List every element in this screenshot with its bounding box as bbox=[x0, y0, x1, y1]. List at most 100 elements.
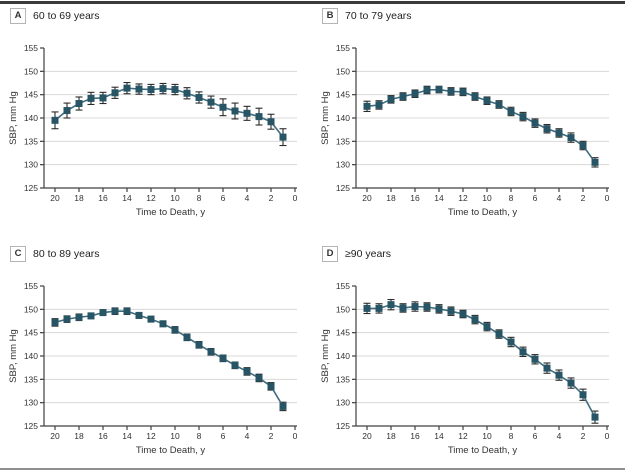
svg-text:6: 6 bbox=[221, 193, 226, 203]
panel-c-letter-badge: C bbox=[10, 246, 26, 262]
svg-text:135: 135 bbox=[336, 136, 350, 146]
svg-text:2: 2 bbox=[269, 193, 274, 203]
panel-b-letter-badge: B bbox=[322, 8, 338, 24]
x-axis-title: Time to Death, y bbox=[136, 207, 206, 218]
svg-text:0: 0 bbox=[293, 193, 298, 203]
svg-text:125: 125 bbox=[24, 183, 38, 193]
svg-text:125: 125 bbox=[336, 183, 350, 193]
svg-text:0: 0 bbox=[605, 193, 610, 203]
svg-text:125: 125 bbox=[336, 421, 350, 431]
y-axis-title: SBP, mm Hg bbox=[8, 91, 19, 145]
svg-text:135: 135 bbox=[24, 374, 38, 384]
panel-d-header: D ≥90 years bbox=[322, 246, 391, 262]
svg-text:14: 14 bbox=[434, 193, 444, 203]
gridlines bbox=[356, 308, 609, 404]
svg-text:2: 2 bbox=[581, 431, 586, 441]
panel-a: 125 130 135 140 145 150 155 SBP, mm Hg 20 18 16 14 1… bbox=[0, 0, 312, 238]
svg-text:10: 10 bbox=[170, 431, 180, 441]
svg-text:14: 14 bbox=[434, 431, 444, 441]
series-line bbox=[54, 310, 284, 407]
y-axis-title: SBP, mm Hg bbox=[320, 91, 331, 145]
svg-text:150: 150 bbox=[24, 304, 38, 314]
svg-text:155: 155 bbox=[336, 43, 350, 53]
svg-text:6: 6 bbox=[533, 431, 538, 441]
y-axis-title: SBP, mm Hg bbox=[8, 329, 19, 383]
svg-text:130: 130 bbox=[336, 160, 350, 170]
svg-text:130: 130 bbox=[24, 160, 38, 170]
markers bbox=[51, 84, 287, 141]
error-bars bbox=[363, 298, 599, 424]
panel-a-header: A 60 to 69 years bbox=[10, 8, 100, 24]
svg-text:150: 150 bbox=[336, 66, 350, 76]
svg-text:20: 20 bbox=[50, 431, 60, 441]
y-axis: 125 130 135 140 145 150 155 SBP, mm Hg bbox=[320, 281, 357, 431]
svg-text:150: 150 bbox=[336, 304, 350, 314]
panel-a-letter-badge: A bbox=[10, 8, 26, 24]
svg-text:16: 16 bbox=[98, 193, 108, 203]
svg-text:16: 16 bbox=[410, 431, 420, 441]
panel-b-title: 70 to 79 years bbox=[345, 10, 412, 22]
x-axis-title: Time to Death, y bbox=[136, 445, 206, 456]
bottom-rule bbox=[0, 468, 625, 470]
y-axis: 125 130 135 140 145 150 155 SBP, mm Hg bbox=[8, 43, 45, 193]
svg-text:140: 140 bbox=[336, 113, 350, 123]
svg-text:4: 4 bbox=[245, 193, 250, 203]
series-line bbox=[367, 303, 596, 418]
svg-text:140: 140 bbox=[24, 351, 38, 361]
svg-text:0: 0 bbox=[293, 431, 298, 441]
svg-text:145: 145 bbox=[24, 90, 38, 100]
svg-text:18: 18 bbox=[74, 431, 84, 441]
panel-d: 125 130 135 140 145 150 155 SBP, mm Hg 20 18 16 14 1… bbox=[312, 238, 625, 476]
svg-text:8: 8 bbox=[197, 193, 202, 203]
svg-text:2: 2 bbox=[581, 193, 586, 203]
svg-text:20: 20 bbox=[50, 193, 60, 203]
svg-text:4: 4 bbox=[557, 193, 562, 203]
svg-text:8: 8 bbox=[509, 193, 514, 203]
markers bbox=[51, 307, 287, 410]
top-rule bbox=[0, 1, 625, 4]
svg-text:145: 145 bbox=[336, 328, 350, 338]
svg-text:12: 12 bbox=[146, 431, 156, 441]
svg-text:12: 12 bbox=[146, 193, 156, 203]
svg-text:4: 4 bbox=[245, 431, 250, 441]
svg-text:18: 18 bbox=[386, 193, 396, 203]
svg-text:145: 145 bbox=[24, 328, 38, 338]
svg-text:155: 155 bbox=[24, 43, 38, 53]
svg-text:12: 12 bbox=[458, 193, 468, 203]
svg-text:2: 2 bbox=[269, 431, 274, 441]
panel-b: 125 130 135 140 145 150 155 SBP, mm Hg 20 18 16 14 1… bbox=[312, 0, 625, 238]
panel-b-header: B 70 to 79 years bbox=[322, 8, 412, 24]
panel-d-title: ≥90 years bbox=[345, 248, 392, 260]
svg-text:20: 20 bbox=[362, 431, 372, 441]
svg-text:14: 14 bbox=[122, 193, 132, 203]
panel-c-title: 80 to 89 years bbox=[33, 248, 100, 260]
svg-text:155: 155 bbox=[24, 281, 38, 291]
y-axis: 125 130 135 140 145 150 155 SBP, mm Hg bbox=[8, 281, 45, 431]
svg-text:18: 18 bbox=[74, 193, 84, 203]
svg-text:130: 130 bbox=[336, 398, 350, 408]
svg-text:4: 4 bbox=[557, 431, 562, 441]
svg-text:140: 140 bbox=[24, 113, 38, 123]
svg-text:150: 150 bbox=[24, 66, 38, 76]
svg-text:14: 14 bbox=[122, 431, 132, 441]
markers bbox=[363, 86, 599, 166]
panel-a-title: 60 to 69 years bbox=[33, 10, 100, 22]
svg-text:10: 10 bbox=[482, 193, 492, 203]
markers bbox=[363, 301, 599, 421]
x-axis-title: Time to Death, y bbox=[448, 207, 518, 218]
y-axis: 125 130 135 140 145 150 155 SBP, mm Hg bbox=[320, 43, 357, 193]
svg-text:6: 6 bbox=[533, 193, 538, 203]
svg-text:0: 0 bbox=[605, 431, 610, 441]
panel-c-header: C 80 to 89 years bbox=[10, 246, 100, 262]
svg-text:16: 16 bbox=[98, 431, 108, 441]
svg-text:155: 155 bbox=[336, 281, 350, 291]
